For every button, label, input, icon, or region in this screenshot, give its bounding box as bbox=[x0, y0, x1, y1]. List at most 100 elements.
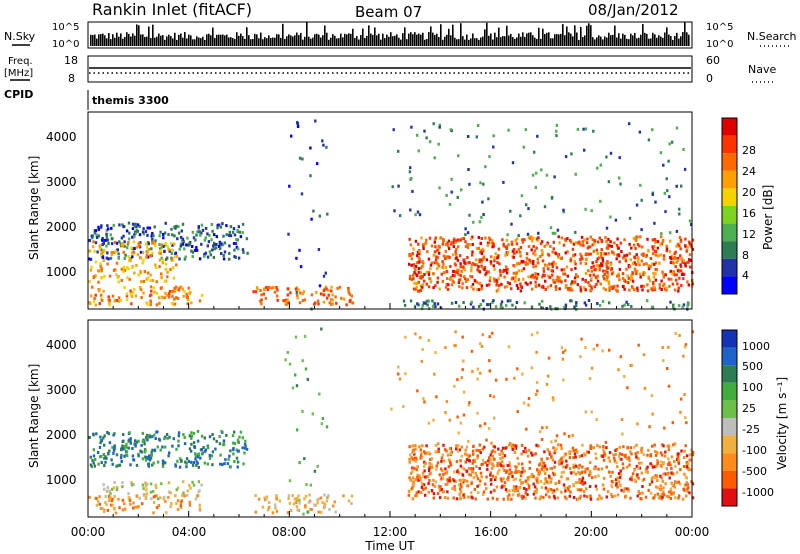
heatmap-cell bbox=[154, 437, 157, 440]
heatmap-cell bbox=[151, 463, 154, 467]
noise-bar bbox=[600, 36, 602, 46]
heatmap-cell bbox=[181, 287, 184, 291]
heatmap-cell bbox=[586, 241, 589, 245]
colorbar-segment bbox=[722, 188, 737, 206]
heatmap-cell bbox=[165, 511, 168, 515]
heatmap-cell bbox=[480, 475, 483, 479]
heatmap-cell bbox=[463, 452, 467, 456]
heatmap-cell bbox=[453, 274, 456, 278]
heatmap-cell bbox=[427, 482, 430, 485]
heatmap-cell bbox=[110, 251, 113, 255]
heatmap-cell bbox=[476, 367, 479, 371]
heatmap-cell bbox=[109, 233, 112, 237]
cpid-value: themis 3300 bbox=[92, 94, 169, 107]
heatmap-cell bbox=[493, 267, 496, 271]
heatmap-cell bbox=[149, 303, 152, 307]
heatmap-cell bbox=[284, 301, 287, 304]
noise-bar bbox=[94, 34, 96, 46]
heatmap-cell bbox=[572, 449, 575, 453]
heatmap-cell bbox=[330, 285, 333, 289]
heatmap-cell bbox=[645, 262, 648, 266]
heatmap-cell bbox=[507, 475, 510, 479]
heatmap-cell bbox=[667, 384, 671, 388]
heatmap-cell bbox=[464, 245, 468, 248]
heatmap-cell bbox=[195, 463, 198, 467]
heatmap-cell bbox=[185, 465, 188, 469]
heatmap-cell bbox=[516, 261, 519, 265]
heatmap-cell bbox=[608, 459, 612, 463]
heatmap-cell bbox=[95, 503, 99, 507]
heatmap-cell bbox=[489, 471, 492, 475]
noise-bar bbox=[578, 39, 580, 46]
heatmap-cell bbox=[441, 265, 444, 269]
noise-bar bbox=[134, 35, 136, 46]
heatmap-cell bbox=[469, 302, 473, 306]
heatmap-cell bbox=[94, 293, 97, 297]
heatmap-cell bbox=[428, 461, 431, 465]
heatmap-cell bbox=[156, 460, 160, 464]
noise-bar bbox=[592, 37, 594, 46]
noise-bar bbox=[342, 37, 344, 46]
heatmap-cell bbox=[477, 491, 480, 495]
noise-bar bbox=[220, 34, 222, 46]
heatmap-cell bbox=[532, 276, 536, 280]
heatmap-cell bbox=[287, 497, 290, 500]
heatmap-cell bbox=[185, 461, 188, 465]
heatmap-cell bbox=[183, 257, 187, 261]
heatmap-cell bbox=[676, 256, 680, 260]
heatmap-cell bbox=[591, 243, 594, 247]
heatmap-cell bbox=[468, 261, 471, 265]
heatmap-cell bbox=[632, 236, 636, 240]
heatmap-cell bbox=[679, 265, 683, 269]
heatmap-cell bbox=[128, 431, 131, 435]
heatmap-cell bbox=[203, 254, 206, 258]
heatmap-cell bbox=[625, 300, 628, 304]
heatmap-cell bbox=[499, 477, 503, 481]
heatmap-cell bbox=[491, 239, 494, 243]
noise-bar bbox=[334, 35, 336, 46]
heatmap-cell bbox=[136, 505, 140, 509]
heatmap-cell bbox=[493, 450, 497, 454]
heatmap-cell bbox=[452, 280, 455, 284]
heatmap-cell bbox=[444, 346, 447, 349]
noise-bar bbox=[290, 35, 292, 46]
heatmap-cell bbox=[490, 478, 493, 482]
heatmap-cell bbox=[334, 295, 337, 299]
heatmap-cell bbox=[462, 265, 465, 269]
heatmap-cell bbox=[311, 412, 314, 416]
heatmap-cell bbox=[150, 234, 153, 238]
heatmap-cell bbox=[502, 270, 505, 274]
heatmap-cell bbox=[635, 235, 638, 239]
noise-bar bbox=[546, 32, 548, 46]
noise-bar bbox=[616, 37, 618, 46]
heatmap-cell bbox=[107, 257, 110, 261]
heatmap-cell bbox=[600, 254, 603, 258]
heatmap-cell bbox=[534, 272, 537, 276]
heatmap-cell bbox=[677, 458, 680, 462]
heatmap-cell bbox=[434, 443, 438, 447]
heatmap-cell bbox=[299, 265, 303, 269]
heatmap-cell bbox=[620, 457, 623, 461]
heatmap-cell bbox=[583, 238, 586, 242]
heatmap-cell bbox=[414, 332, 417, 336]
heatmap-cell bbox=[412, 263, 416, 267]
heatmap-cell bbox=[572, 465, 576, 469]
heatmap-cell bbox=[408, 254, 411, 258]
heatmap-cell bbox=[612, 286, 615, 290]
heatmap-cell bbox=[643, 386, 647, 390]
heatmap-cell bbox=[486, 243, 489, 247]
heatmap-cell bbox=[107, 452, 110, 456]
noise-bar bbox=[498, 27, 500, 46]
heatmap-cell bbox=[571, 433, 574, 437]
noise-bar bbox=[158, 33, 160, 46]
heatmap-cell bbox=[550, 487, 553, 491]
heatmap-cell bbox=[609, 474, 612, 478]
heatmap-cell bbox=[303, 497, 306, 501]
heatmap-cell bbox=[455, 247, 458, 251]
heatmap-cell bbox=[618, 457, 622, 461]
heatmap-cell bbox=[460, 376, 463, 380]
heatmap-cell bbox=[145, 492, 149, 496]
noise-bar bbox=[202, 36, 204, 46]
heatmap-cell bbox=[567, 286, 570, 290]
